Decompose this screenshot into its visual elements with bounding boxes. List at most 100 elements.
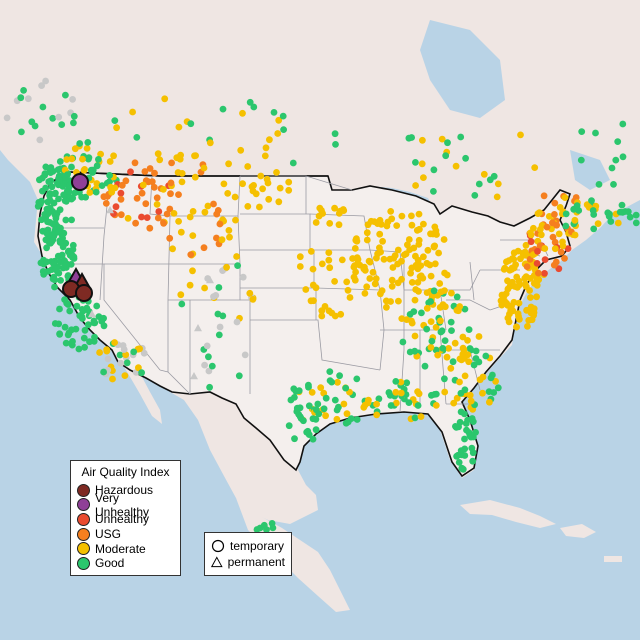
monitor-dot: [383, 222, 391, 230]
monitor-dot: [465, 326, 473, 333]
monitor-dot: [472, 429, 479, 436]
monitor-dot: [72, 325, 80, 333]
monitor-dot: [41, 170, 49, 178]
monitor-dot: [448, 289, 455, 297]
monitor-dot: [46, 196, 54, 204]
monitor-dot: [154, 214, 162, 222]
legend-label: temporary: [230, 539, 285, 553]
monitor-dot: [461, 372, 469, 380]
monitor-dot: [493, 193, 501, 201]
monitor-dot: [507, 306, 515, 314]
monitor-dot: [343, 278, 351, 286]
monitor-dot: [138, 189, 146, 197]
monitor-dot: [52, 212, 60, 219]
monitor-dot: [56, 305, 63, 313]
monitor-dot: [435, 249, 442, 257]
monitor-dot: [445, 345, 452, 352]
monitor-dot: [42, 184, 49, 192]
monitor-dot: [83, 145, 91, 152]
monitor-dot: [387, 402, 395, 409]
monitor-dot: [441, 375, 448, 383]
monitor-dot: [142, 200, 150, 208]
monitor-dot: [527, 231, 535, 239]
monitor-dot: [186, 213, 194, 221]
monitor-dot: [186, 281, 194, 289]
monitor-dot: [51, 283, 58, 291]
aqi-legend: Air Quality Index Hazardous Very Unhealt…: [70, 460, 181, 576]
monitor-dot: [71, 145, 79, 153]
monitor-dot: [513, 273, 521, 281]
monitor-dot: [96, 349, 103, 356]
monitor-dot: [363, 236, 371, 244]
monitor-dot: [427, 272, 435, 280]
monitor-dot: [340, 400, 348, 408]
monitor-dot: [43, 258, 50, 266]
monitor-dot: [462, 154, 469, 162]
monitor-dot: [56, 330, 64, 338]
monitor-dot: [117, 211, 125, 219]
monitor-dot: [296, 263, 304, 270]
monitor-dot: [453, 306, 461, 314]
monitor-dot: [353, 254, 361, 261]
monitor-dot: [430, 166, 438, 174]
monitor-dot: [98, 182, 106, 190]
monitor-dot: [90, 317, 98, 325]
monitor-dot: [460, 354, 468, 362]
monitor-dot: [408, 319, 416, 327]
legend-label: Very Unhealthy: [95, 490, 150, 519]
monitor-dot: [175, 218, 183, 225]
monitor-dot: [343, 410, 351, 418]
monitor-dot: [418, 309, 425, 317]
monitor-dot: [373, 400, 380, 408]
monitor-dot: [403, 316, 411, 323]
monitor-dot: [78, 193, 86, 201]
monitor-dot: [543, 223, 551, 231]
monitor-dot: [394, 279, 402, 287]
monitor-dot: [534, 210, 542, 218]
monitor-dot: [485, 388, 493, 395]
monitor-dot: [235, 372, 243, 380]
monitor-dot: [116, 351, 124, 359]
monitor-dot: [441, 337, 449, 344]
monitor-dot: [471, 192, 479, 199]
monitor-dot: [276, 184, 284, 192]
monitor-dot: [175, 191, 182, 199]
monitor-dot: [432, 346, 440, 354]
monitor-dot: [466, 391, 474, 399]
monitor-dot: [533, 293, 540, 301]
monitor-dot: [475, 333, 483, 340]
monitor-dot: [414, 402, 422, 409]
monitor-dot: [131, 159, 139, 167]
monitor-dot: [213, 234, 220, 242]
monitor-dot: [388, 283, 396, 290]
monitor-dot: [410, 308, 418, 315]
monitor-dot: [81, 326, 89, 334]
monitor-dot: [305, 381, 312, 389]
monitor-dot: [363, 229, 371, 237]
legend-item-unhealthy: Unhealthy: [77, 512, 174, 527]
monitor-dot: [537, 231, 545, 239]
monitor-dot: [63, 156, 71, 163]
monitor-dot: [169, 245, 177, 253]
monitor-triangle: [190, 372, 198, 380]
monitor-dot: [262, 144, 270, 152]
legend-item-good: Good: [77, 556, 174, 571]
monitor-dot: [592, 129, 599, 137]
monitor-dot: [331, 204, 338, 212]
monitor-dot: [249, 296, 257, 303]
monitor-dot: [326, 264, 334, 272]
monitor-dot: [224, 190, 232, 197]
monitor-dot: [177, 228, 185, 236]
monitor-dot: [427, 318, 435, 325]
monitor-dot: [280, 126, 287, 133]
monitor-dot: [453, 293, 461, 301]
monitor-dot: [356, 261, 364, 269]
monitor-dot: [47, 239, 54, 247]
monitor-dot: [325, 307, 333, 315]
monitor-dot: [189, 267, 196, 275]
monitor-dot: [106, 158, 114, 165]
monitor-dot: [328, 378, 336, 386]
monitor-dot: [110, 152, 117, 160]
monitor-dot: [117, 189, 125, 197]
monitor-dot: [423, 325, 431, 333]
